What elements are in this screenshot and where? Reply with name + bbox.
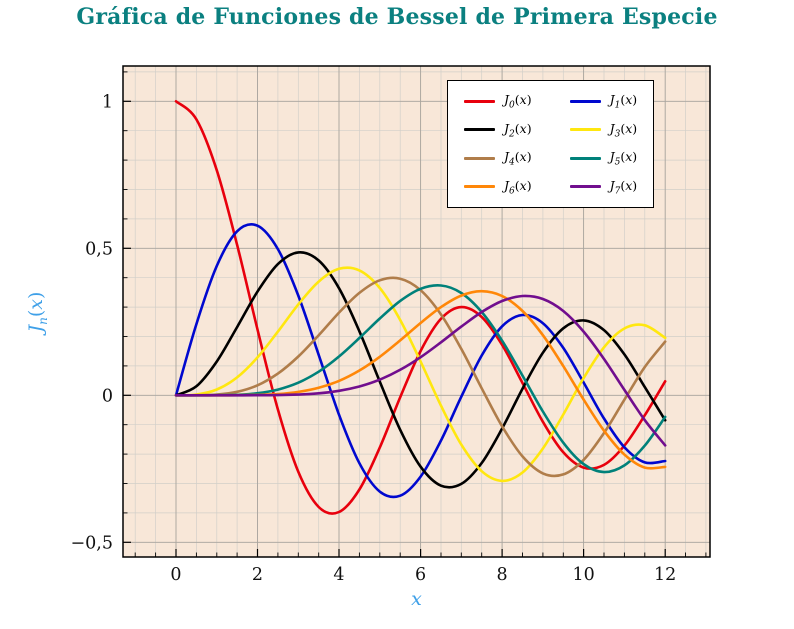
curve-J_4(x) bbox=[174, 276, 667, 478]
legend-entry-J_2(x): J2(x) bbox=[464, 120, 532, 140]
legend-label: J7(x) bbox=[609, 177, 638, 197]
legend-entry-J_6(x): J6(x) bbox=[464, 177, 532, 197]
x-tick-label: 6 bbox=[415, 565, 426, 585]
curve-J_2(x) bbox=[174, 251, 667, 489]
legend-entry-J_3(x): J3(x) bbox=[569, 120, 638, 140]
legend-line-swatch bbox=[464, 156, 495, 160]
curve-J_5(x) bbox=[174, 284, 667, 474]
legend-line-swatch bbox=[569, 185, 601, 189]
legend-entry-J_5(x): J5(x) bbox=[569, 149, 638, 168]
plot-frame bbox=[122, 65, 711, 558]
legend-line-swatch bbox=[569, 128, 601, 132]
legend-label: J4(x) bbox=[504, 149, 532, 168]
legend-entry-J_4(x): J4(x) bbox=[464, 149, 532, 168]
legend-label: J3(x) bbox=[609, 120, 638, 140]
legend-label: J6(x) bbox=[504, 177, 532, 197]
y-tick-label: −0,5 bbox=[71, 533, 114, 553]
x-tick-label: 10 bbox=[572, 565, 594, 585]
legend-entry-J_7(x): J7(x) bbox=[569, 177, 638, 197]
y-tick-label: 1 bbox=[102, 92, 113, 112]
x-tick-label: 4 bbox=[333, 565, 344, 585]
legend-entry-J_1(x): J1(x) bbox=[569, 92, 638, 111]
legend-label: J5(x) bbox=[609, 149, 638, 168]
x-tick-label: 0 bbox=[170, 565, 181, 585]
y-axis-label: Jn(x) bbox=[25, 291, 50, 333]
legend-line-swatch bbox=[569, 156, 601, 160]
legend-line-swatch bbox=[464, 185, 495, 189]
curve-J_1(x) bbox=[174, 223, 667, 499]
y-tick-label: 0,5 bbox=[85, 239, 113, 259]
x-axis-label: x bbox=[411, 588, 422, 610]
legend: J0(x) J1(x) J2(x) J3(x) J4(x) J5(x) J6(x) J7(x) bbox=[447, 80, 655, 208]
y-tick-label: 0 bbox=[102, 386, 113, 406]
curve-J_7(x) bbox=[174, 294, 667, 447]
x-tick-label: 2 bbox=[252, 565, 263, 585]
legend-label: J0(x) bbox=[504, 92, 532, 111]
chart-title: Gráfica de Funciones de Bessel de Primer… bbox=[76, 4, 718, 30]
legend-line-swatch bbox=[464, 99, 495, 103]
legend-entry-J_0(x): J0(x) bbox=[464, 92, 532, 111]
legend-label: J1(x) bbox=[609, 92, 638, 111]
legend-label: J2(x) bbox=[504, 120, 532, 140]
curve-J_3(x) bbox=[174, 266, 667, 483]
legend-line-swatch bbox=[464, 128, 495, 132]
x-tick-label: 12 bbox=[654, 565, 676, 585]
legend-line-swatch bbox=[569, 99, 601, 103]
x-tick-label: 8 bbox=[497, 565, 508, 585]
